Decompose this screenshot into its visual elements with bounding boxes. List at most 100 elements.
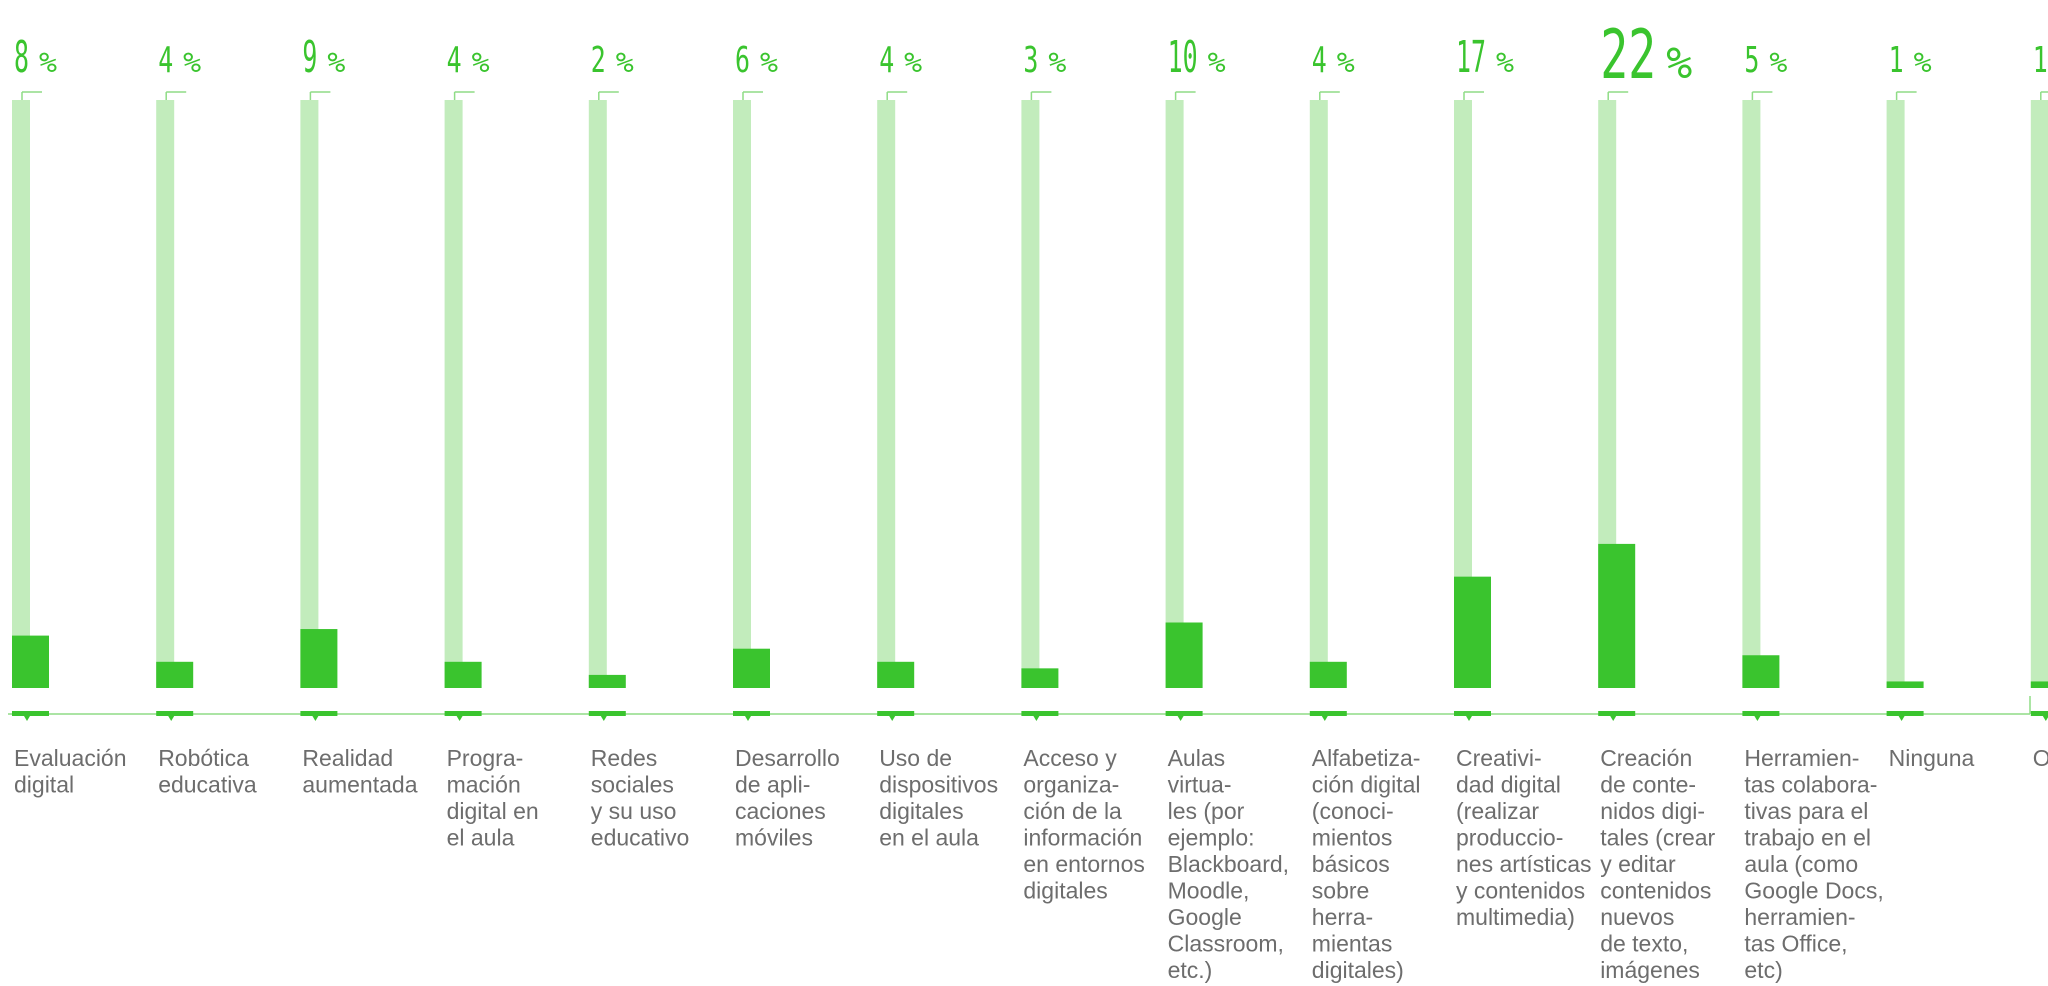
category-label-line: tivas para el bbox=[1744, 798, 1868, 824]
value-number: 6 bbox=[735, 40, 750, 81]
value-unit: % bbox=[183, 46, 201, 79]
bar-base-marker bbox=[733, 711, 770, 716]
category-label-line: contenidos bbox=[1600, 878, 1711, 904]
category-label-line: Moodle, bbox=[1168, 878, 1250, 904]
category-label-line: aumentada bbox=[302, 772, 417, 798]
value-unit: % bbox=[1048, 46, 1066, 79]
bar-base-pointer bbox=[1321, 716, 1328, 721]
bar-base-pointer bbox=[1177, 716, 1184, 721]
category-label-line: ción de la bbox=[1023, 798, 1122, 824]
category-label-line: Evaluación bbox=[14, 745, 127, 771]
category-label: Ninguna bbox=[1889, 745, 1975, 771]
category-label-line: organiza- bbox=[1023, 772, 1119, 798]
value-label: 6 bbox=[735, 40, 750, 81]
category-label-line: herra- bbox=[1312, 904, 1373, 930]
value-label: 22 bbox=[1600, 16, 1656, 95]
bar-base-pointer bbox=[889, 716, 896, 721]
category-label-line: produccio- bbox=[1456, 825, 1563, 851]
category-label-line: digitales bbox=[1023, 878, 1107, 904]
value-label: 4 bbox=[447, 40, 462, 81]
category-label-line: Desarrollo bbox=[735, 745, 840, 771]
bar bbox=[1309, 661, 1347, 688]
category-label-line: sociales bbox=[591, 772, 674, 798]
bar-base-marker bbox=[12, 711, 49, 716]
bar-base-pointer bbox=[1754, 716, 1761, 721]
category-label-line: de texto, bbox=[1600, 931, 1688, 957]
bar-base-marker bbox=[877, 711, 915, 716]
category-label-line: nidos digi- bbox=[1600, 798, 1705, 824]
category-label-line: Classroom, bbox=[1168, 931, 1284, 957]
category-label-line: y editar bbox=[1600, 851, 1676, 877]
bar-track bbox=[1886, 100, 1905, 688]
category-label-line: Realidad bbox=[302, 745, 393, 771]
category-label-line: móviles bbox=[735, 825, 813, 851]
value-unit: % bbox=[616, 46, 634, 79]
category-label-line: virtua- bbox=[1168, 772, 1232, 798]
category-label: Creación de conte-nidos digi-tales (crear… bbox=[1600, 745, 1715, 986]
bar-track bbox=[733, 100, 751, 688]
value-number: 17 bbox=[1456, 32, 1486, 83]
bar bbox=[1886, 681, 1924, 688]
bar bbox=[444, 661, 482, 688]
category-label-line: aula (como bbox=[1744, 851, 1858, 877]
bar-base-marker bbox=[444, 711, 482, 716]
category-label-line: Otra/s bbox=[2033, 745, 2048, 771]
category-label-line: el aula bbox=[447, 825, 515, 851]
bar-track bbox=[1742, 100, 1761, 688]
bar-track bbox=[588, 100, 607, 688]
bar-base-marker bbox=[2030, 711, 2048, 716]
bar-track bbox=[12, 100, 30, 688]
category-label-line: educativo bbox=[591, 825, 689, 851]
bar-base-pointer bbox=[1610, 716, 1617, 721]
bar-base-pointer bbox=[168, 716, 175, 721]
category-label-line: sobre bbox=[1312, 878, 1370, 904]
category-label-line: digitales) bbox=[1312, 957, 1404, 983]
category-label-line: Herramien- bbox=[1744, 745, 1859, 771]
bar-track bbox=[1454, 100, 1472, 688]
category-label-line: dad digital bbox=[1456, 772, 1561, 798]
value-unit: % bbox=[1666, 38, 1692, 89]
category-label: Progra-mación digital en el aula bbox=[447, 745, 539, 851]
category-label-line: digital bbox=[14, 772, 74, 798]
bar-track bbox=[877, 100, 896, 688]
category-label-line: información bbox=[1023, 825, 1142, 851]
category-label-line: mientos bbox=[1312, 825, 1393, 851]
value-number: 4 bbox=[158, 40, 173, 81]
value-unit: % bbox=[327, 46, 345, 79]
category-label-line: herramien- bbox=[1744, 904, 1855, 930]
value-number: 4 bbox=[879, 40, 894, 81]
bar-track bbox=[156, 100, 175, 688]
value-label: 5 bbox=[1744, 40, 1759, 81]
category-label: Aulas virtua-les (por ejemplo: Blackboard, M… bbox=[1168, 745, 1289, 983]
value-unit: % bbox=[1769, 46, 1787, 79]
bar-base-pointer bbox=[600, 716, 607, 721]
bar bbox=[12, 635, 49, 688]
bar-base-pointer bbox=[312, 716, 319, 721]
value-number: 2 bbox=[591, 40, 606, 81]
category-label-line: mientas bbox=[1312, 931, 1393, 957]
category-label-line: nuevos bbox=[1600, 904, 1674, 930]
value-number: 5 bbox=[1744, 40, 1759, 81]
category-label: Creativi-dad digital (realizar produccio-n… bbox=[1456, 745, 1592, 930]
value-number: 10 bbox=[1168, 32, 1198, 83]
category-label-line: (realizar bbox=[1456, 798, 1539, 824]
value-label: 4 bbox=[879, 40, 894, 81]
value-number: 4 bbox=[447, 40, 462, 81]
bar-base-marker bbox=[1886, 711, 1924, 716]
value-label: 8 bbox=[14, 32, 29, 83]
category-label-line: y su uso bbox=[591, 798, 677, 824]
category-label-line: ción digital bbox=[1312, 772, 1421, 798]
category-label-line: Creación bbox=[1600, 745, 1692, 771]
bar-base-marker bbox=[1742, 711, 1780, 716]
value-number: 4 bbox=[1312, 40, 1327, 81]
bar-base-pointer bbox=[456, 716, 463, 721]
category-label-line: digitales bbox=[879, 798, 963, 824]
category-label: Otra/s bbox=[2033, 745, 2048, 771]
bar-base-pointer bbox=[1033, 716, 1040, 721]
bar-track bbox=[300, 100, 319, 688]
value-label: 4 bbox=[158, 40, 173, 81]
category-label: Redes sociales y su uso educativo bbox=[591, 745, 689, 851]
category-label-line: Acceso y bbox=[1023, 745, 1117, 771]
bar-base-pointer bbox=[1466, 716, 1472, 721]
category-label-line: educativa bbox=[158, 772, 257, 798]
